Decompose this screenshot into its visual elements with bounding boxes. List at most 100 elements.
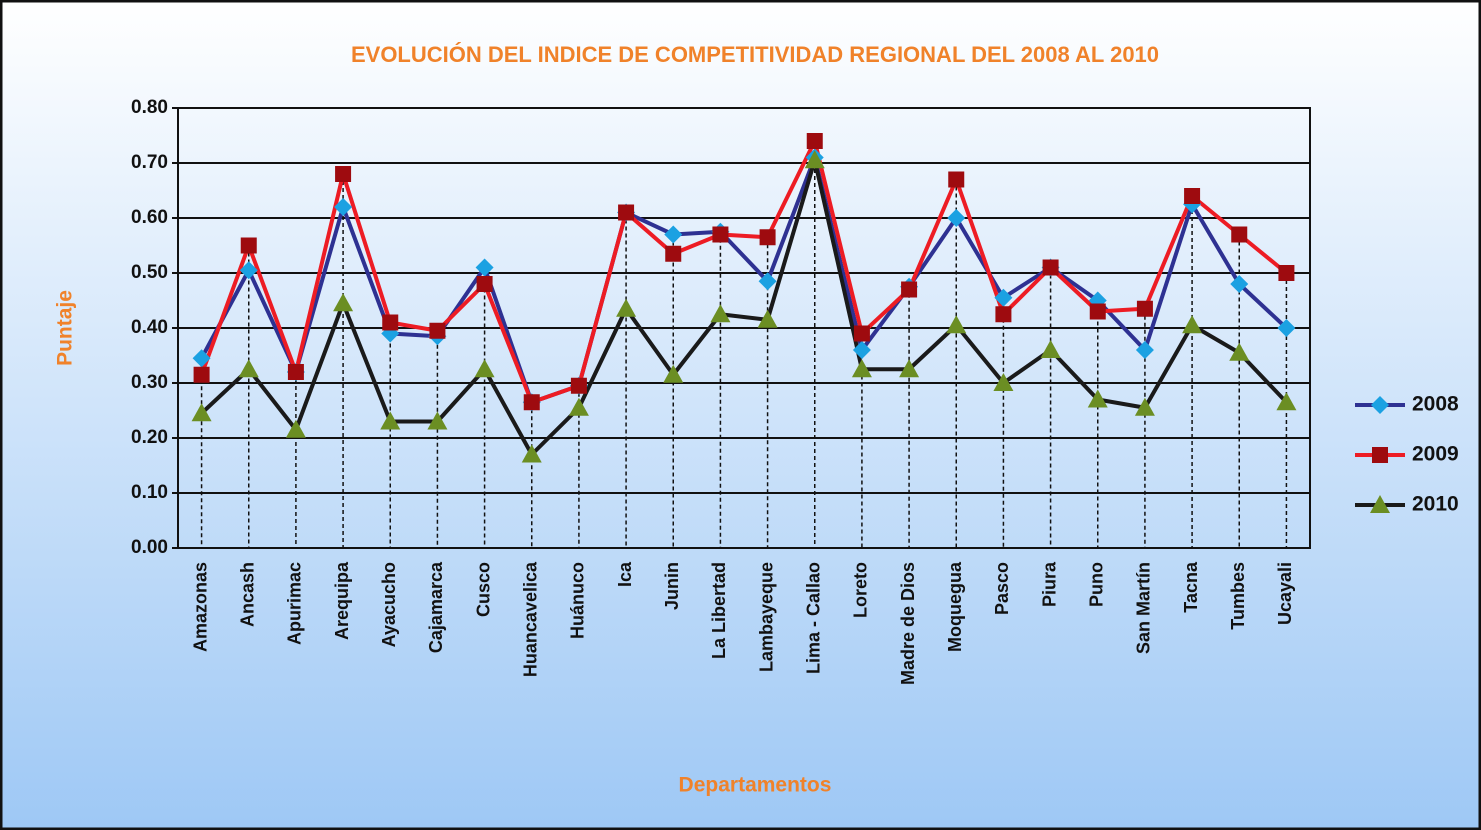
marker (239, 261, 258, 280)
x-tick-label: Lambayeque (756, 562, 776, 672)
marker (474, 359, 495, 378)
marker (853, 325, 870, 342)
y-tick-label: 0.10 (131, 482, 168, 503)
marker (710, 304, 731, 323)
marker (333, 293, 354, 312)
marker (663, 364, 684, 383)
y-tick-label: 0.30 (131, 372, 168, 393)
x-tick-label: Ucayali (1275, 562, 1295, 625)
marker (475, 258, 494, 277)
y-tick-label: 0.60 (131, 207, 168, 228)
x-tick-label: Ancash (238, 562, 258, 627)
marker (1278, 265, 1295, 281)
y-axis-label: Puntaje (54, 290, 77, 366)
marker (476, 276, 493, 292)
marker (1089, 303, 1106, 320)
marker (570, 377, 587, 394)
x-tick-label: Amazonas (190, 562, 210, 652)
marker (193, 366, 210, 383)
marker (901, 281, 918, 298)
x-tick-label: Ayacucho (379, 562, 399, 647)
marker (523, 394, 540, 411)
x-tick-label: Madre de Dios (898, 562, 918, 685)
marker (1229, 342, 1250, 361)
marker (665, 245, 682, 262)
marker (380, 411, 401, 430)
marker (995, 306, 1012, 323)
marker (335, 166, 352, 182)
x-tick-label: Cajamarca (426, 561, 446, 653)
marker (757, 309, 778, 328)
marker (806, 133, 823, 149)
marker (285, 419, 306, 438)
marker (287, 364, 304, 380)
y-tick-label: 0.70 (131, 152, 168, 173)
x-tick-label: Tumbes (1228, 562, 1248, 630)
marker (664, 225, 683, 244)
x-tick-label: Puno (1087, 562, 1107, 607)
legend-label: 2008 (1412, 393, 1459, 416)
marker (618, 204, 635, 221)
x-tick-label: Cusco (473, 562, 493, 617)
marker (1276, 392, 1297, 411)
marker (804, 150, 825, 169)
marker (948, 171, 965, 188)
marker (192, 349, 211, 368)
marker (852, 341, 871, 359)
marker (521, 444, 542, 463)
series-line (200, 158, 1288, 457)
legend-label: 2010 (1412, 493, 1459, 516)
marker (1136, 300, 1153, 317)
marker (851, 359, 872, 378)
marker (1372, 447, 1388, 463)
y-tick-label: 0.50 (131, 262, 168, 283)
marker (616, 298, 637, 317)
marker (240, 237, 257, 254)
y-tick-label: 0.80 (131, 97, 168, 118)
marker (334, 198, 353, 216)
x-tick-label: Piura (1039, 561, 1059, 607)
x-tick-label: Lima - Callao (804, 562, 824, 674)
marker (1087, 389, 1108, 408)
marker (1277, 319, 1296, 337)
x-tick-label: Arequipa (332, 561, 352, 640)
marker (429, 322, 446, 339)
marker (568, 397, 589, 416)
marker (1230, 275, 1249, 293)
x-tick-label: Junin (662, 562, 682, 610)
x-tick-label: Huancavelica (521, 561, 541, 677)
marker (1370, 495, 1390, 513)
marker (1184, 188, 1201, 204)
x-tick-label: Pasco (992, 562, 1012, 615)
marker (1042, 259, 1059, 276)
marker (946, 315, 967, 334)
marker (993, 373, 1014, 391)
x-tick-label: San Martín (1134, 562, 1154, 654)
marker (994, 288, 1013, 307)
marker (1231, 226, 1248, 243)
marker (947, 209, 966, 227)
marker (1134, 397, 1155, 416)
x-tick-label: Huánuco (568, 562, 588, 639)
marker (1182, 315, 1203, 334)
y-tick-label: 0.00 (131, 537, 168, 558)
x-tick-label: Ica (615, 561, 635, 587)
x-axis-label: Departamentos (679, 774, 832, 797)
marker (1040, 340, 1061, 358)
y-tick-label: 0.20 (131, 427, 168, 448)
marker (758, 272, 777, 291)
marker (712, 226, 729, 243)
x-tick-label: Tacna (1181, 561, 1201, 613)
marker (759, 229, 776, 246)
marker (899, 359, 920, 378)
marker (1371, 396, 1389, 414)
y-tick-label: 0.40 (131, 317, 168, 338)
x-tick-label: Moquegua (945, 561, 965, 652)
chart-title: EVOLUCIÓN DEL INDICE DE COMPETITIVIDAD R… (351, 42, 1159, 67)
marker (1135, 341, 1154, 359)
x-tick-label: La Libertad (709, 562, 729, 659)
x-tick-label: Apurimac (285, 562, 305, 645)
x-tick-label: Loreto (851, 562, 871, 618)
